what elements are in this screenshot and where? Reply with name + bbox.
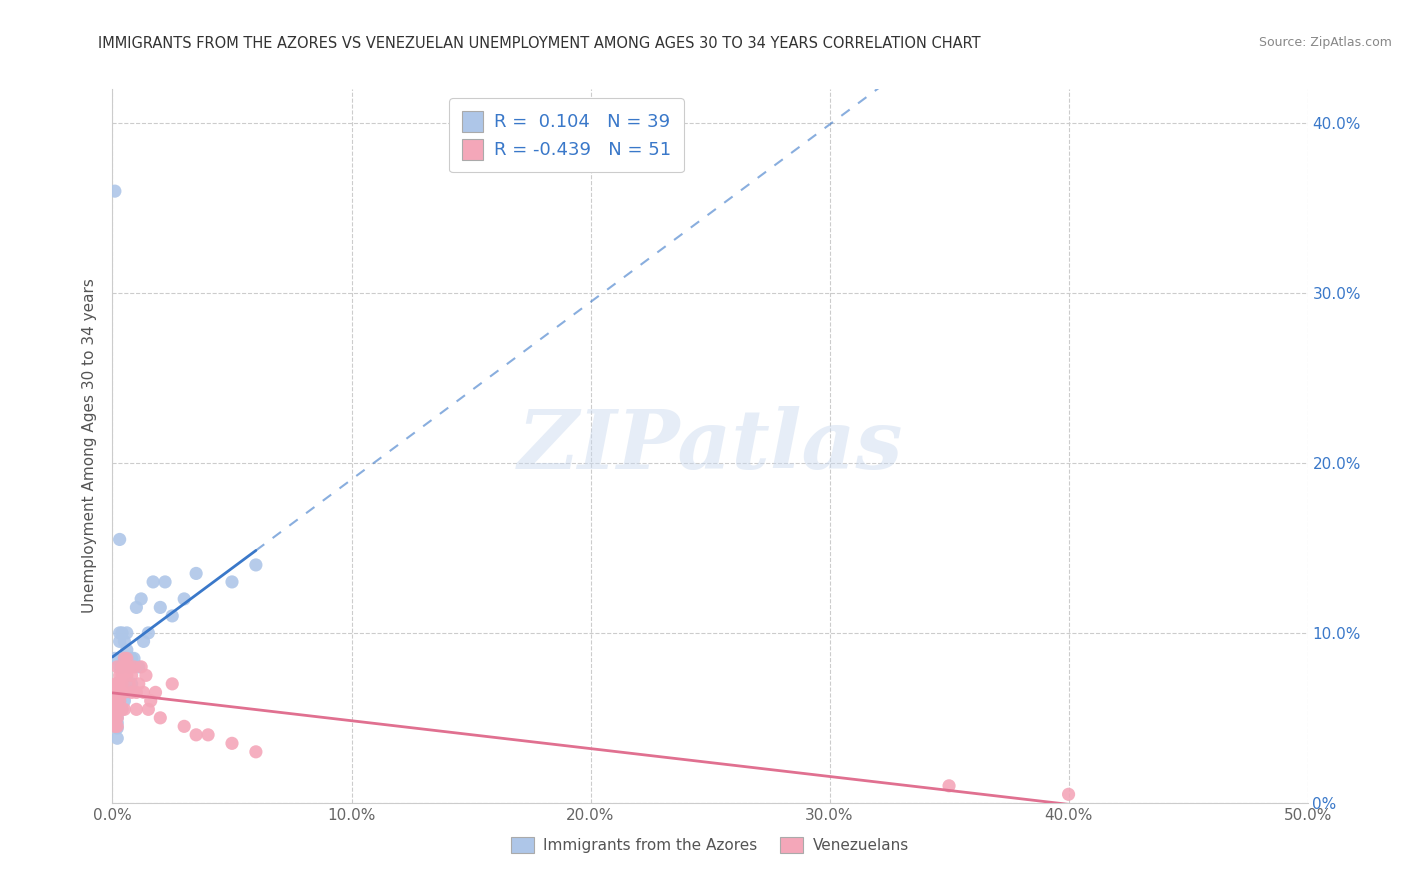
Point <box>145 685 167 699</box>
Point <box>173 719 195 733</box>
Point <box>162 608 183 623</box>
Point <box>138 626 160 640</box>
Point <box>132 685 155 699</box>
Point <box>108 694 131 708</box>
Point <box>108 533 131 547</box>
Point <box>135 668 157 682</box>
Point <box>186 566 208 581</box>
Point <box>105 694 128 708</box>
Legend: Immigrants from the Azores, Venezuelans: Immigrants from the Azores, Venezuelans <box>505 831 915 859</box>
Point <box>173 591 195 606</box>
Point <box>149 600 172 615</box>
Point <box>115 626 138 640</box>
Point <box>108 694 131 708</box>
Point <box>125 685 148 699</box>
Point <box>128 660 150 674</box>
Point <box>114 651 135 665</box>
Point <box>122 651 145 665</box>
Point <box>111 685 134 699</box>
Point <box>245 745 267 759</box>
Point <box>105 711 128 725</box>
Text: Source: ZipAtlas.com: Source: ZipAtlas.com <box>1258 36 1392 49</box>
Point <box>105 731 128 746</box>
Point <box>104 694 127 708</box>
Point <box>104 685 127 699</box>
Point <box>104 711 127 725</box>
Point <box>105 711 128 725</box>
Point <box>118 660 141 674</box>
Point <box>108 685 131 699</box>
Point <box>121 651 143 665</box>
Point <box>1057 787 1080 801</box>
Point <box>111 702 134 716</box>
Point <box>104 719 127 733</box>
Point <box>118 677 141 691</box>
Text: ZIPatlas: ZIPatlas <box>517 406 903 486</box>
Point <box>221 736 243 750</box>
Point <box>111 626 134 640</box>
Point <box>138 702 160 716</box>
Point <box>111 702 134 716</box>
Point <box>121 677 143 691</box>
Point <box>105 719 128 733</box>
Point <box>115 651 138 665</box>
Point <box>245 558 267 572</box>
Point <box>105 721 128 735</box>
Text: IMMIGRANTS FROM THE AZORES VS VENEZUELAN UNEMPLOYMENT AMONG AGES 30 TO 34 YEARS : IMMIGRANTS FROM THE AZORES VS VENEZUELAN… <box>98 36 981 51</box>
Point <box>104 677 127 691</box>
Point <box>104 184 127 198</box>
Point <box>105 677 128 691</box>
Point <box>128 677 150 691</box>
Point <box>121 668 143 682</box>
Point <box>132 634 155 648</box>
Point <box>108 668 131 682</box>
Point <box>104 702 127 716</box>
Point <box>114 685 135 699</box>
Point <box>162 677 183 691</box>
Point <box>142 574 165 589</box>
Point <box>129 591 152 606</box>
Point <box>115 668 138 682</box>
Point <box>118 660 141 674</box>
Point <box>111 660 134 674</box>
Point <box>121 685 143 699</box>
Point <box>938 779 960 793</box>
Point <box>114 694 135 708</box>
Point <box>149 711 172 725</box>
Point <box>108 660 131 674</box>
Point <box>114 651 135 665</box>
Point <box>108 634 131 648</box>
Y-axis label: Unemployment Among Ages 30 to 34 years: Unemployment Among Ages 30 to 34 years <box>82 278 97 614</box>
Point <box>108 626 131 640</box>
Point <box>105 660 128 674</box>
Point <box>111 677 134 691</box>
Point <box>105 702 128 716</box>
Point <box>125 600 148 615</box>
Point <box>122 660 145 674</box>
Point <box>114 702 135 716</box>
Point <box>111 668 134 682</box>
Point <box>108 702 131 716</box>
Point <box>115 643 138 657</box>
Point <box>104 694 127 708</box>
Point <box>186 728 208 742</box>
Point <box>125 702 148 716</box>
Point <box>139 694 162 708</box>
Point <box>221 574 243 589</box>
Point <box>105 685 128 699</box>
Point <box>111 660 134 674</box>
Point <box>197 728 219 742</box>
Point <box>105 702 128 716</box>
Point <box>105 715 128 730</box>
Point <box>104 651 127 665</box>
Point <box>114 668 135 682</box>
Point <box>114 634 135 648</box>
Point <box>153 574 176 589</box>
Point <box>129 660 152 674</box>
Point <box>105 706 128 720</box>
